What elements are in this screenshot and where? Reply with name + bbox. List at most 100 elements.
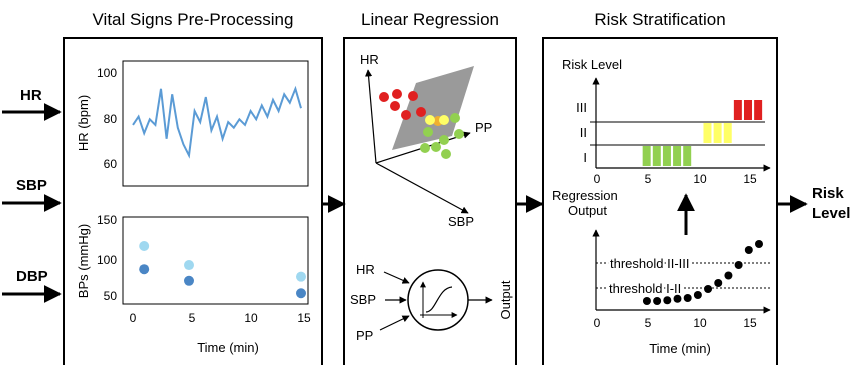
risk-level-II: II [580, 125, 587, 140]
reg-ylabel-line2: Output [568, 203, 607, 218]
p1-xlabel: Time (min) [197, 340, 259, 355]
regression-point [683, 294, 692, 302]
nn-output-label: Output [498, 280, 513, 319]
input-dbp-label: DBP [16, 268, 48, 285]
nn-input-pp: PP [356, 328, 373, 343]
axis-hr [364, 69, 377, 164]
point-green [450, 113, 460, 123]
regression-point [755, 240, 763, 248]
p3-xlabel: Time (min) [649, 341, 711, 356]
point-red [401, 110, 411, 120]
p3-xtick-15: 15 [743, 316, 757, 330]
risk-bar [683, 146, 692, 166]
p3-xtick-10: 10 [693, 316, 707, 330]
risk-level-III: III [576, 100, 587, 115]
hr-line [132, 85, 302, 159]
panel1-title: Vital Signs Pre-Processing [93, 10, 294, 29]
hr-plot-frame [122, 60, 309, 187]
bp-ytick-150: 150 [97, 213, 117, 227]
point-green [441, 149, 451, 159]
hr-ytick-100: 100 [97, 66, 117, 80]
threshold-low-label: threshold I-II [609, 281, 681, 296]
axis-hr-label: HR [360, 52, 379, 67]
hr-ytick-60: 60 [104, 157, 118, 171]
sigmoid-curve [425, 286, 453, 313]
panel3-title: Risk Stratification [594, 10, 725, 29]
p1-xtick-15: 15 [297, 311, 311, 325]
sbp-point [296, 271, 306, 282]
p3-top-xtick-15: 15 [743, 172, 757, 186]
regression-point [724, 271, 733, 280]
nn-input-hr: HR [356, 262, 375, 277]
hr-ytick-80: 80 [104, 112, 118, 126]
risk-bar [642, 146, 651, 166]
p1-xtick-10: 10 [244, 311, 258, 325]
risk-ylabel: Risk Level [562, 57, 622, 72]
risk-bar [673, 146, 682, 166]
sbp-point [184, 260, 194, 271]
risk-bars [642, 100, 763, 166]
nn-arrow-hr [383, 271, 410, 284]
axis-sbp-label: SBP [448, 214, 474, 229]
panel2-title: Linear Regression [361, 10, 499, 29]
risk-bar [662, 146, 671, 166]
regression-point [714, 279, 723, 287]
output-label-line1: Risk [812, 185, 844, 202]
dbp-point [184, 275, 194, 286]
risk-bar [703, 123, 712, 143]
sbp-point [139, 241, 150, 251]
point-green [420, 143, 430, 153]
p1-xtick-0: 0 [130, 311, 137, 325]
point-green [431, 142, 441, 152]
point-yellow [425, 115, 435, 125]
regression-point [704, 285, 713, 293]
point-green [439, 135, 449, 145]
output-label-line2: Level [812, 205, 850, 222]
point-red [390, 101, 400, 111]
risk-bar [733, 100, 742, 120]
bp-ylabel: BPs (mmHg) [76, 224, 91, 298]
bp-ytick-50: 50 [104, 289, 118, 303]
regression-plane [392, 66, 474, 150]
dbp-point [296, 288, 306, 299]
regression-point [653, 297, 662, 305]
risk-bar [744, 100, 752, 120]
dbp-point [139, 264, 150, 275]
regression-dots [642, 240, 763, 305]
regression-point [744, 246, 753, 254]
threshold-high-label: threshold II-III [610, 256, 689, 271]
regression-point [642, 297, 651, 305]
point-green [423, 127, 433, 137]
risk-bar [713, 123, 722, 143]
point-red [408, 91, 418, 101]
regression-point [734, 261, 743, 269]
p3-xtick-5: 5 [645, 316, 652, 330]
p1-xtick-5: 5 [189, 311, 196, 325]
risk-bar [754, 100, 763, 120]
axis-sbp [375, 162, 469, 214]
nn-input-sbp: SBP [350, 292, 376, 307]
bp-plot [139, 241, 306, 299]
risk-bar [652, 146, 661, 166]
regression-point [673, 294, 682, 303]
hr-plot [132, 85, 302, 159]
bp-ytick-100: 100 [97, 253, 117, 267]
input-hr-label: HR [20, 87, 42, 104]
regression-point [663, 296, 672, 305]
axis-pp-label: PP [475, 120, 492, 135]
regression-point [693, 291, 702, 299]
p3-top-xtick-5: 5 [645, 172, 652, 186]
p3-top-xtick-10: 10 [693, 172, 707, 186]
input-sbp-label: SBP [16, 177, 47, 194]
reg-ylabel-line1: Regression [552, 188, 618, 203]
point-red [379, 92, 389, 102]
risk-bar [723, 123, 732, 143]
p3-xtick-0: 0 [594, 316, 601, 330]
nn-arrow-pp [379, 315, 410, 331]
point-red [416, 107, 426, 117]
p3-top-xtick-0: 0 [594, 172, 601, 186]
bp-plot-frame [122, 216, 309, 305]
point-red [392, 89, 402, 99]
risk-level-I: I [583, 150, 587, 165]
